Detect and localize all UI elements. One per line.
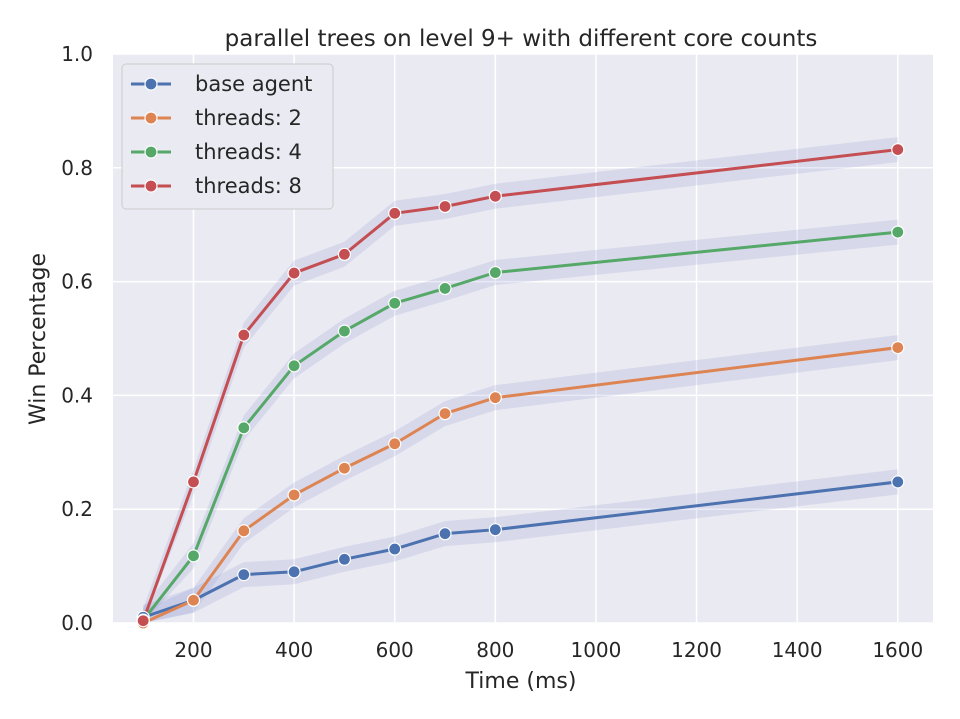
data-point <box>186 475 201 489</box>
data-point <box>237 568 251 582</box>
x-tick-label: 1400 <box>772 638 823 662</box>
data-point <box>237 524 251 538</box>
y-tick-label: 0.4 <box>61 383 93 407</box>
x-tick-label: 800 <box>476 638 514 662</box>
data-point <box>488 265 502 280</box>
data-point <box>891 225 905 239</box>
data-point <box>237 328 251 342</box>
x-tick-label: 400 <box>275 638 313 662</box>
data-point <box>287 565 301 579</box>
y-tick-labels: 0.0 0.2 0.4 0.6 0.8 1.0 <box>61 42 93 635</box>
x-tick-label: 200 <box>174 638 212 662</box>
legend-marker <box>144 145 158 159</box>
data-point <box>337 247 352 261</box>
y-axis-title: Win Percentage <box>26 253 51 425</box>
data-point <box>186 549 201 563</box>
legend-label: threads: 2 <box>195 106 302 130</box>
y-tick-label: 0.6 <box>61 270 93 294</box>
data-point <box>891 341 905 355</box>
data-point <box>438 281 452 296</box>
legend-label: threads: 4 <box>195 140 302 164</box>
data-point <box>337 324 352 338</box>
x-tick-label: 600 <box>376 638 414 662</box>
y-tick-label: 1.0 <box>61 42 93 66</box>
data-point <box>388 296 402 310</box>
data-point <box>287 488 301 502</box>
data-point <box>388 542 402 556</box>
legend-marker <box>144 77 158 91</box>
chart-title: parallel trees on level 9+ with differen… <box>225 26 818 52</box>
y-tick-label: 0.0 <box>61 611 93 635</box>
x-tick-label: 1000 <box>570 638 621 662</box>
data-point <box>438 407 452 421</box>
data-point <box>388 437 402 451</box>
data-point <box>438 199 452 214</box>
legend-marker <box>144 179 158 193</box>
legend: base agent threads: 2 threads: 4 threads: 8 <box>121 63 334 210</box>
legend-marker <box>144 111 158 125</box>
data-point <box>488 523 502 537</box>
data-point <box>136 614 150 628</box>
data-point <box>388 206 402 220</box>
data-point <box>337 552 352 566</box>
x-axis-title: Time (ms) <box>465 669 577 694</box>
data-point <box>488 391 502 405</box>
y-tick-label: 0.2 <box>61 497 93 521</box>
legend-label: threads: 8 <box>195 174 302 198</box>
data-point <box>337 461 352 475</box>
data-point <box>438 527 452 541</box>
data-point <box>287 359 301 373</box>
data-point <box>287 266 301 280</box>
data-point <box>488 189 502 203</box>
x-tick-label: 1200 <box>671 638 722 662</box>
series-band <box>143 335 898 623</box>
x-tick-label: 1600 <box>872 638 923 662</box>
legend-label: base agent <box>195 72 312 96</box>
x-tick-labels: 200 400 600 800 1000 1200 1400 1600 <box>174 638 923 662</box>
data-point <box>891 142 905 157</box>
legend-box <box>121 63 334 210</box>
y-tick-label: 0.8 <box>61 156 93 180</box>
series-band <box>143 469 898 623</box>
data-point <box>186 593 201 607</box>
data-point <box>891 475 905 489</box>
series-markers <box>136 142 905 630</box>
data-point <box>237 421 251 435</box>
